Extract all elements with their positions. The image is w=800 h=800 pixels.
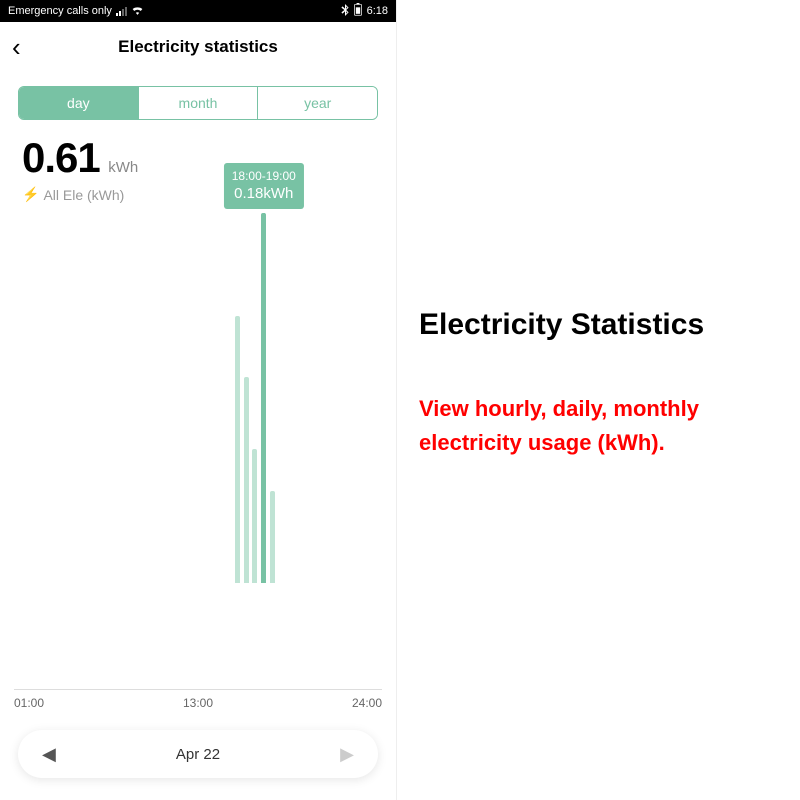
date-next-button: ▶ — [334, 738, 360, 771]
marketing-heading: Electricity Statistics — [419, 308, 774, 342]
marketing-panel: Electricity Statistics View hourly, dail… — [397, 0, 800, 800]
chart-bar[interactable] — [252, 449, 257, 583]
total-value: 0.61 — [22, 134, 100, 182]
x-axis-label: 01:00 — [14, 696, 44, 716]
carrier-text: Emergency calls only — [8, 5, 112, 17]
range-tab-month[interactable]: month — [138, 87, 258, 119]
chart-x-labels: 01:00 13:00 24:00 — [14, 696, 382, 716]
chart-bar[interactable] — [270, 491, 275, 584]
total-sub-label: All Ele (kWh) — [43, 187, 124, 203]
no-signal-icon — [116, 7, 127, 16]
total-unit: kWh — [108, 159, 138, 176]
date-prev-button[interactable]: ◀ — [36, 738, 62, 771]
wifi-icon — [131, 5, 144, 18]
status-bar: Emergency calls only 6:18 — [0, 0, 396, 22]
bolt-icon: ⚡ — [22, 186, 39, 203]
usage-chart[interactable]: 18:00-19:000.18kWh 01:0013:0024:00 — [14, 213, 382, 716]
date-stepper: ◀ Apr 22 ▶ — [18, 730, 378, 778]
marketing-body: View hourly, daily, monthly electricity … — [419, 392, 774, 460]
chart-bar[interactable] — [244, 377, 249, 583]
chart-tooltip: 18:00-19:000.18kWh — [224, 163, 304, 209]
x-axis-label: 13:00 — [183, 696, 213, 716]
page-title: Electricity statistics — [12, 37, 384, 57]
battery-icon — [353, 3, 363, 19]
page-header: ‹ Electricity statistics — [0, 22, 396, 72]
totals-block: 0.61 kWh ⚡ All Ele (kWh) — [0, 130, 396, 203]
tooltip-time: 18:00-19:00 — [232, 168, 296, 184]
range-tab-year[interactable]: year — [257, 87, 377, 119]
date-label: Apr 22 — [176, 746, 220, 763]
status-time: 6:18 — [367, 5, 388, 17]
range-tab-day[interactable]: day — [19, 87, 138, 119]
chart-baseline — [14, 689, 382, 690]
x-axis-label: 24:00 — [352, 696, 382, 716]
tooltip-value: 0.18kWh — [232, 184, 296, 204]
range-segmented-wrap: daymonthyear — [0, 72, 396, 130]
range-segmented: daymonthyear — [18, 86, 378, 120]
chart-bar[interactable] — [235, 316, 240, 583]
chart-highlight-line — [264, 213, 265, 583]
bluetooth-icon — [341, 4, 349, 19]
phone-frame: Emergency calls only 6:18 ‹ Electricity … — [0, 0, 397, 800]
